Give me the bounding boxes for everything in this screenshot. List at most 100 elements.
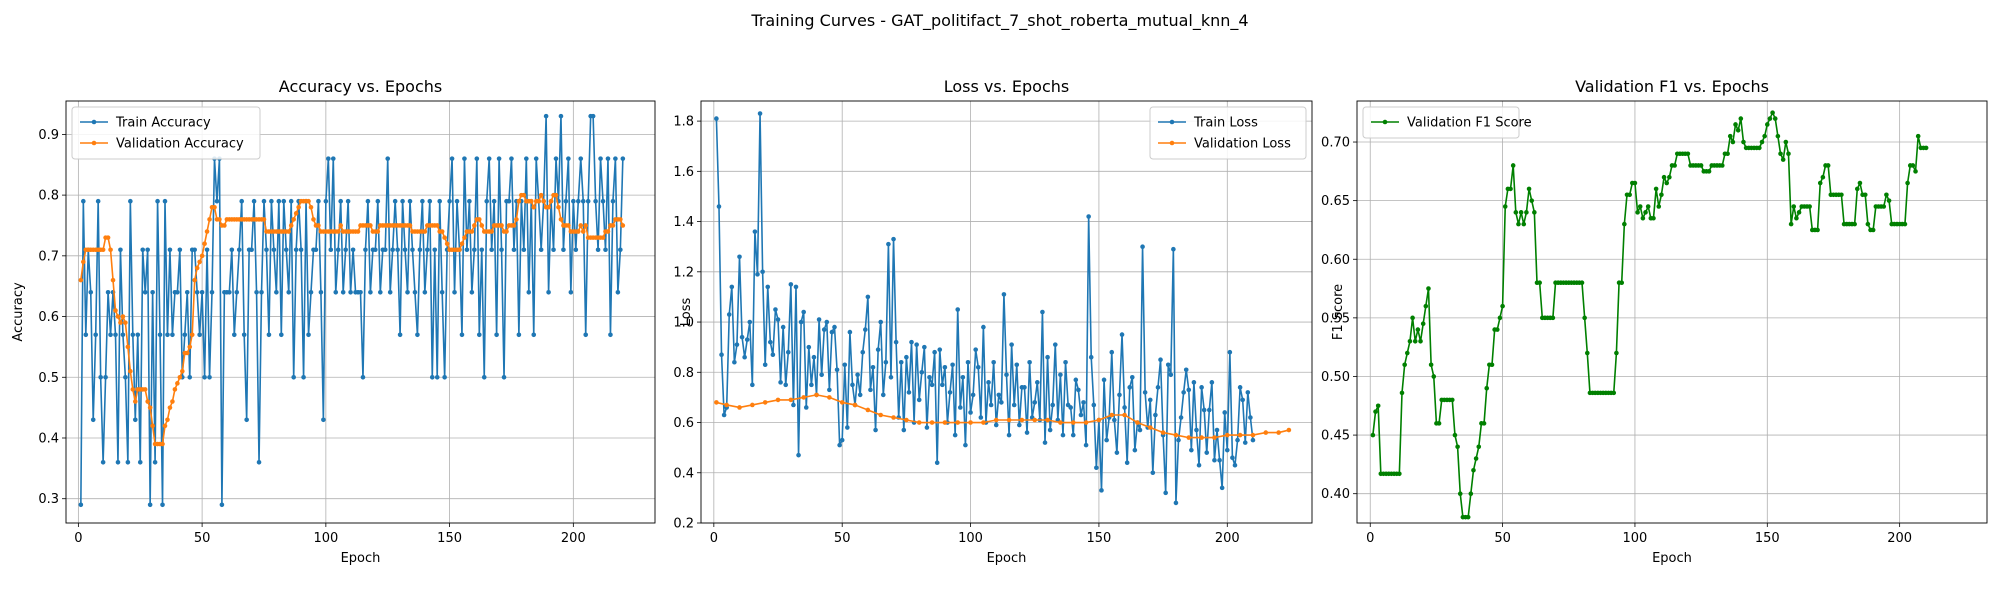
validation-f1-point bbox=[1870, 227, 1876, 233]
train-accuracy-point bbox=[259, 289, 264, 295]
train-accuracy-point bbox=[167, 247, 173, 253]
validation-f1-point bbox=[1537, 280, 1542, 285]
train-accuracy-point bbox=[335, 247, 341, 253]
validation-f1-point bbox=[1457, 491, 1463, 496]
validation-accuracy-point bbox=[514, 217, 519, 222]
validation-f1-point bbox=[1719, 163, 1725, 168]
validation-f1-point bbox=[1886, 198, 1892, 203]
validation-accuracy-point bbox=[150, 423, 155, 429]
validation-f1-point bbox=[1455, 444, 1460, 450]
train-accuracy-point bbox=[90, 417, 96, 423]
validation-f1-point bbox=[1775, 133, 1781, 139]
train-accuracy-point bbox=[526, 289, 532, 295]
validation-f1-point bbox=[1532, 210, 1537, 215]
train-loss-point bbox=[1142, 390, 1148, 395]
train-loss-point bbox=[829, 329, 835, 335]
validation-f1-point bbox=[1418, 339, 1423, 344]
validation-f1-point bbox=[1423, 303, 1429, 309]
validation-accuracy-point bbox=[316, 223, 321, 228]
train-loss-point bbox=[1163, 490, 1168, 496]
train-accuracy-point bbox=[256, 459, 262, 465]
train-accuracy-point bbox=[261, 198, 267, 204]
x-tick-label: 100 bbox=[1623, 531, 1648, 546]
legend-box bbox=[71, 106, 261, 160]
train-accuracy-point bbox=[177, 247, 183, 253]
validation-f1-point bbox=[1913, 169, 1918, 174]
train-loss-point bbox=[1209, 380, 1215, 385]
train-accuracy-point bbox=[558, 113, 564, 119]
train-accuracy-point bbox=[452, 289, 457, 295]
train-accuracy-point bbox=[368, 289, 373, 295]
train-loss-point bbox=[947, 390, 953, 395]
validation-loss-point bbox=[1109, 412, 1115, 418]
train-accuracy-point bbox=[392, 198, 398, 204]
validation-f1-point bbox=[1757, 145, 1762, 151]
train-loss-point bbox=[1171, 246, 1176, 252]
train-accuracy-point bbox=[608, 332, 613, 338]
train-loss-point bbox=[1099, 488, 1104, 493]
validation-accuracy-point bbox=[521, 192, 527, 198]
validation-f1-point bbox=[1500, 303, 1505, 309]
train-loss-point bbox=[1186, 387, 1192, 393]
validation-f1-point bbox=[1524, 210, 1529, 215]
train-accuracy-point bbox=[98, 374, 103, 380]
train-accuracy-point bbox=[417, 247, 423, 253]
validation-accuracy-point bbox=[618, 217, 623, 222]
train-accuracy-point bbox=[204, 247, 210, 253]
validation-f1-point bbox=[1484, 385, 1490, 391]
validation-accuracy-point bbox=[108, 247, 113, 253]
validation-accuracy-point bbox=[172, 387, 178, 392]
validation-loss-point bbox=[1006, 417, 1012, 423]
train-loss-point bbox=[1017, 422, 1022, 428]
train-loss-point bbox=[1245, 390, 1251, 395]
validation-accuracy-point bbox=[204, 229, 210, 234]
validation-f1-point bbox=[1481, 421, 1487, 426]
train-loss-point bbox=[739, 334, 745, 340]
train-accuracy-point bbox=[283, 247, 289, 253]
train-accuracy-point bbox=[603, 247, 608, 253]
validation-loss-point bbox=[1250, 432, 1256, 438]
y-tick-label: 0.3 bbox=[38, 492, 59, 507]
train-loss-point bbox=[714, 116, 719, 121]
validation-accuracy-point bbox=[610, 223, 616, 228]
train-loss-point bbox=[906, 390, 912, 395]
train-accuracy-point bbox=[269, 198, 274, 204]
validation-f1-point bbox=[1772, 116, 1778, 121]
train-accuracy-point bbox=[434, 374, 440, 380]
x-tick-label: 0 bbox=[74, 531, 82, 546]
validation-f1-point bbox=[1661, 174, 1667, 180]
validation-accuracy-point bbox=[439, 229, 445, 234]
train-loss-point bbox=[1240, 397, 1245, 403]
train-loss-point bbox=[937, 347, 943, 352]
validation-loss-point bbox=[827, 395, 832, 400]
x-tick-label: 50 bbox=[1494, 531, 1511, 546]
validation-accuracy-point bbox=[145, 399, 150, 404]
y-tick-label: 0.60 bbox=[1321, 253, 1350, 268]
validation-loss-point bbox=[1276, 430, 1281, 435]
y-tick-label: 0.6 bbox=[38, 310, 59, 325]
train-loss-point bbox=[993, 422, 999, 428]
validation-accuracy-point bbox=[125, 344, 131, 350]
train-accuracy-point bbox=[459, 332, 465, 338]
train-accuracy-point bbox=[140, 247, 146, 253]
validation-accuracy-point bbox=[189, 332, 195, 338]
validation-loss-point bbox=[724, 402, 729, 408]
train-accuracy-point bbox=[551, 247, 556, 253]
validation-loss-point bbox=[1070, 420, 1076, 425]
train-loss-point bbox=[1207, 407, 1212, 413]
validation-loss-point bbox=[1135, 420, 1140, 425]
train-loss-point bbox=[1112, 417, 1117, 423]
validation-accuracy-point bbox=[288, 223, 294, 228]
validation-accuracy-point bbox=[293, 211, 299, 216]
validation-accuracy-point bbox=[531, 204, 537, 210]
train-accuracy-point bbox=[501, 374, 507, 380]
train-accuracy-point bbox=[410, 247, 415, 253]
train-accuracy-point bbox=[170, 332, 175, 338]
y-tick-label: 0.40 bbox=[1321, 487, 1350, 502]
train-accuracy-point bbox=[313, 247, 319, 253]
validation-accuracy-point bbox=[199, 253, 205, 259]
train-loss-point bbox=[940, 382, 945, 388]
train-accuracy-point bbox=[194, 289, 200, 295]
validation-f1-point bbox=[1428, 362, 1434, 368]
train-accuracy-point bbox=[348, 289, 353, 295]
